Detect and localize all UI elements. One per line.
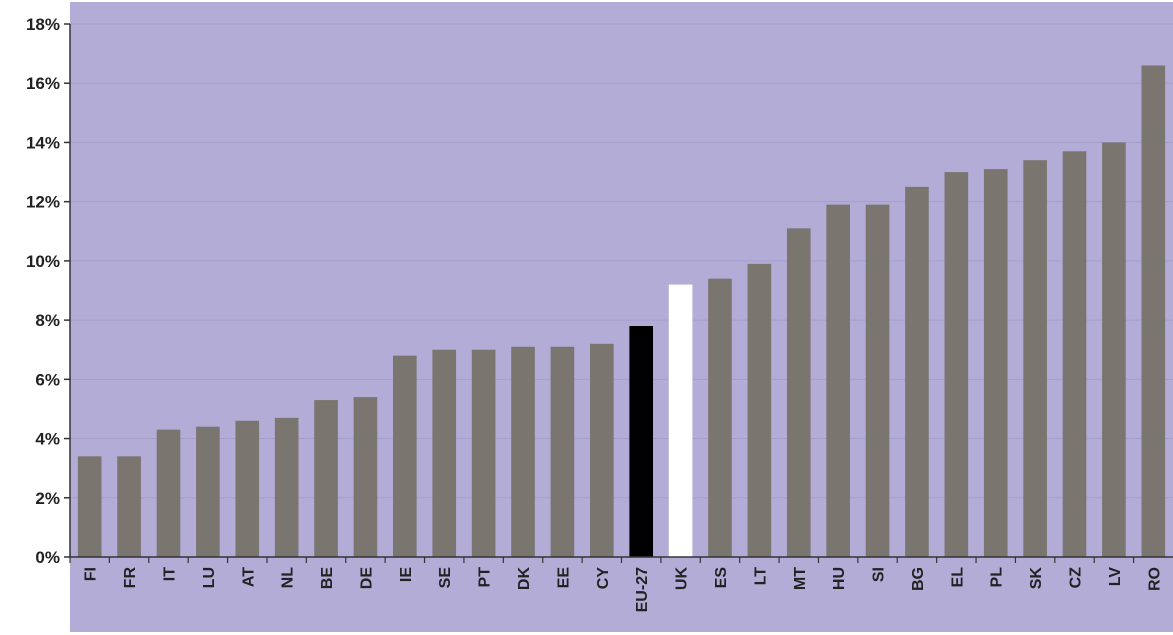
y-tick-label: 4% (35, 430, 60, 449)
y-tick-label: 10% (26, 252, 60, 271)
x-tick-label: CY (595, 567, 612, 590)
y-axis-ticks: 0% 2% 4% 6% 8% 10% 12% 14% 16% 18% (26, 15, 70, 567)
x-tick-label: SE (437, 567, 454, 589)
x-tick-label: SK (1028, 567, 1045, 590)
x-tick-label: HU (831, 567, 848, 590)
bar-de (353, 397, 378, 557)
bar-si (865, 204, 890, 557)
x-axis-ticks: FI FR IT LU AT NL BE DE IE SE PT DK EE CY EU-27 UK ES LT M… (69, 557, 1163, 612)
x-tick-label: PL (989, 567, 1006, 588)
y-tick-label: 2% (35, 489, 60, 508)
bar-es (708, 278, 732, 557)
x-tick-label: FI (83, 567, 100, 581)
bar-lt (747, 263, 772, 557)
bar-fr (117, 456, 141, 557)
x-tick-label: NL (280, 567, 297, 589)
x-tick-label: SI (871, 567, 888, 582)
x-tick-label: AT (240, 567, 257, 587)
x-tick-label: IT (161, 567, 178, 581)
x-tick-label: MT (792, 567, 809, 590)
bar-uk (668, 284, 693, 557)
bar-cy (589, 343, 614, 557)
x-tick-label: IE (398, 567, 415, 582)
bar-pl (983, 169, 1008, 557)
x-tick-label: PT (477, 567, 494, 588)
x-tick-label: CZ (1068, 567, 1085, 589)
x-tick-label: EE (555, 567, 572, 589)
x-tick-label: LU (201, 567, 218, 588)
bar-fi (77, 456, 102, 557)
bar-ee (550, 346, 575, 557)
x-tick-label: FR (122, 567, 139, 589)
bar-ro (1141, 65, 1166, 557)
x-tick-label: DK (516, 567, 533, 591)
bar-lu (196, 426, 220, 557)
bar-se (432, 349, 457, 557)
bar-nl (274, 417, 299, 557)
x-tick-label: DE (358, 567, 375, 590)
bar-hu (826, 204, 850, 557)
x-tick-label: ES (713, 567, 730, 589)
bar-sk (1023, 160, 1047, 557)
bar-eu-27 (629, 326, 654, 557)
bar-at (235, 420, 260, 557)
x-tick-label: UK (674, 567, 691, 591)
bar-be (314, 400, 338, 557)
bar-dk (511, 346, 535, 557)
x-tick-label: LT (752, 567, 769, 586)
bar-it (156, 429, 181, 557)
x-tick-label: RO (1146, 567, 1163, 591)
y-tick-label: 6% (35, 370, 60, 389)
y-tick-label: 12% (26, 193, 60, 212)
bar-cz (1062, 151, 1087, 558)
x-tick-label: BE (319, 567, 336, 590)
y-tick-label: 14% (26, 133, 60, 152)
bars (77, 65, 1166, 558)
y-tick-label: 8% (35, 311, 60, 330)
bar-lv (1102, 142, 1126, 557)
bar-mt (786, 228, 811, 558)
y-tick-label: 18% (26, 15, 60, 34)
bar-el (944, 172, 969, 558)
bar-ie (393, 355, 417, 557)
x-tick-label: EU-27 (634, 567, 651, 612)
x-tick-label: LV (1107, 567, 1124, 587)
y-tick-label: 0% (35, 548, 60, 567)
x-tick-label: EL (949, 567, 966, 588)
bar-pt (471, 349, 496, 557)
x-tick-label: BG (910, 567, 927, 591)
bar-bg (905, 186, 929, 557)
y-tick-label: 16% (26, 74, 60, 93)
